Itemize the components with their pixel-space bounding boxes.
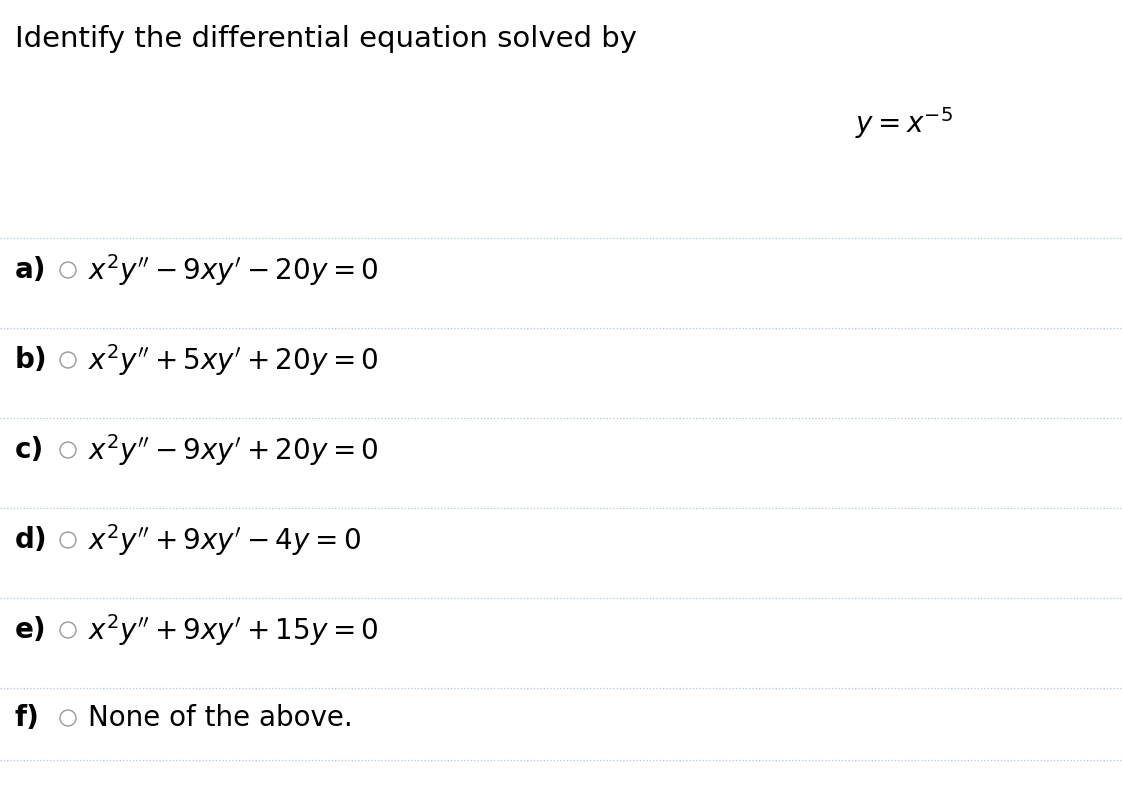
Text: $x^2y'' + 9xy' - 4y = 0$: $x^2y'' + 9xy' - 4y = 0$ [88,522,361,558]
Text: c): c) [15,436,44,464]
Text: $x^2y'' - 9xy' - 20y = 0$: $x^2y'' - 9xy' - 20y = 0$ [88,252,378,288]
Text: e): e) [15,616,47,644]
Text: a): a) [15,256,46,284]
Text: Identify the differential equation solved by: Identify the differential equation solve… [15,25,637,53]
Text: $x^2y'' + 9xy' + 15y = 0$: $x^2y'' + 9xy' + 15y = 0$ [88,612,378,648]
Text: b): b) [15,346,47,374]
Text: $y = x^{-5}$: $y = x^{-5}$ [855,105,953,141]
Text: $x^2y'' - 9xy' + 20y = 0$: $x^2y'' - 9xy' + 20y = 0$ [88,432,378,468]
Text: $x^2y'' + 5xy' + 20y = 0$: $x^2y'' + 5xy' + 20y = 0$ [88,342,378,378]
Text: None of the above.: None of the above. [88,704,352,732]
Text: d): d) [15,526,47,554]
Text: f): f) [15,704,40,732]
